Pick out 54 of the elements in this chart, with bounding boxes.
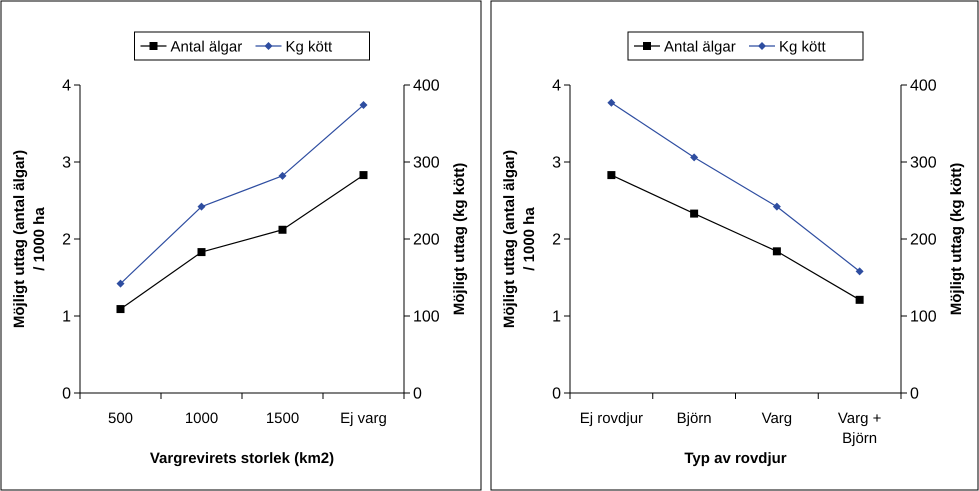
point xyxy=(772,247,781,256)
legend-label: Antal älgar xyxy=(664,38,736,56)
x-tick-label: Varg + Björn xyxy=(838,410,882,447)
y-tick-label: 4 xyxy=(62,78,72,95)
point xyxy=(278,226,286,234)
x-tick-label: Björn xyxy=(676,410,712,427)
y-tick-label: 0 xyxy=(62,386,72,403)
point xyxy=(198,248,206,256)
y-tick-label: 1 xyxy=(552,308,562,326)
point xyxy=(856,267,864,276)
y2-tick-label: 200 xyxy=(910,232,937,249)
y2-tick-label: 0 xyxy=(910,386,919,403)
y-tick-label: 3 xyxy=(552,154,562,172)
x-tick-label: 1000 xyxy=(184,410,218,427)
point xyxy=(360,101,368,110)
y-tick-label: 4 xyxy=(552,78,562,95)
y2-tick-label: 300 xyxy=(910,154,937,172)
point xyxy=(607,98,616,107)
y-tick-label: 2 xyxy=(62,232,72,249)
legend-label: Kg kött xyxy=(286,38,334,56)
legend-label: Antal älgar xyxy=(170,38,242,56)
point xyxy=(607,171,616,180)
y2-axis-title: Möjligt uttag (kg kött) xyxy=(948,162,965,316)
x-tick-label: Ej rovdjur xyxy=(580,410,644,427)
y2-tick-label: 100 xyxy=(910,308,937,326)
y-axis-title: Möjligt uttag (antal älgar) / 1000 ha xyxy=(11,150,48,328)
y2-axis-title: Möjligt uttag (kg kött) xyxy=(451,162,468,316)
y2-tick-label: 300 xyxy=(413,154,440,172)
x-tick-label: 1500 xyxy=(266,410,300,427)
legend-label: Kg kött xyxy=(779,38,827,56)
point xyxy=(198,202,206,211)
x-axis-title: Typ av rovdjur xyxy=(684,450,787,467)
y-axis-title: Möjligt uttag (antal älgar) / 1000 ha xyxy=(501,150,538,328)
point xyxy=(278,172,286,180)
point xyxy=(116,280,124,288)
y-tick-label: 2 xyxy=(552,232,562,249)
point xyxy=(116,305,124,314)
x-axis-title: Vargrevirets storlek (km2) xyxy=(150,450,334,467)
point xyxy=(856,296,864,304)
y-tick-label: 3 xyxy=(62,154,72,172)
point xyxy=(690,210,698,218)
y2-tick-label: 0 xyxy=(413,386,422,403)
point xyxy=(690,153,698,162)
x-tick-label: Varg xyxy=(762,410,792,427)
y-tick-label: 1 xyxy=(62,308,72,326)
y2-tick-label: 200 xyxy=(413,232,440,249)
y2-tick-label: 100 xyxy=(413,308,440,326)
y2-tick-label: 400 xyxy=(413,78,440,95)
y-tick-label: 0 xyxy=(552,386,562,403)
x-tick-label: 500 xyxy=(108,410,134,427)
point xyxy=(772,202,781,211)
point xyxy=(360,171,368,180)
x-tick-label: Ej varg xyxy=(340,410,387,427)
y2-tick-label: 400 xyxy=(910,78,937,95)
